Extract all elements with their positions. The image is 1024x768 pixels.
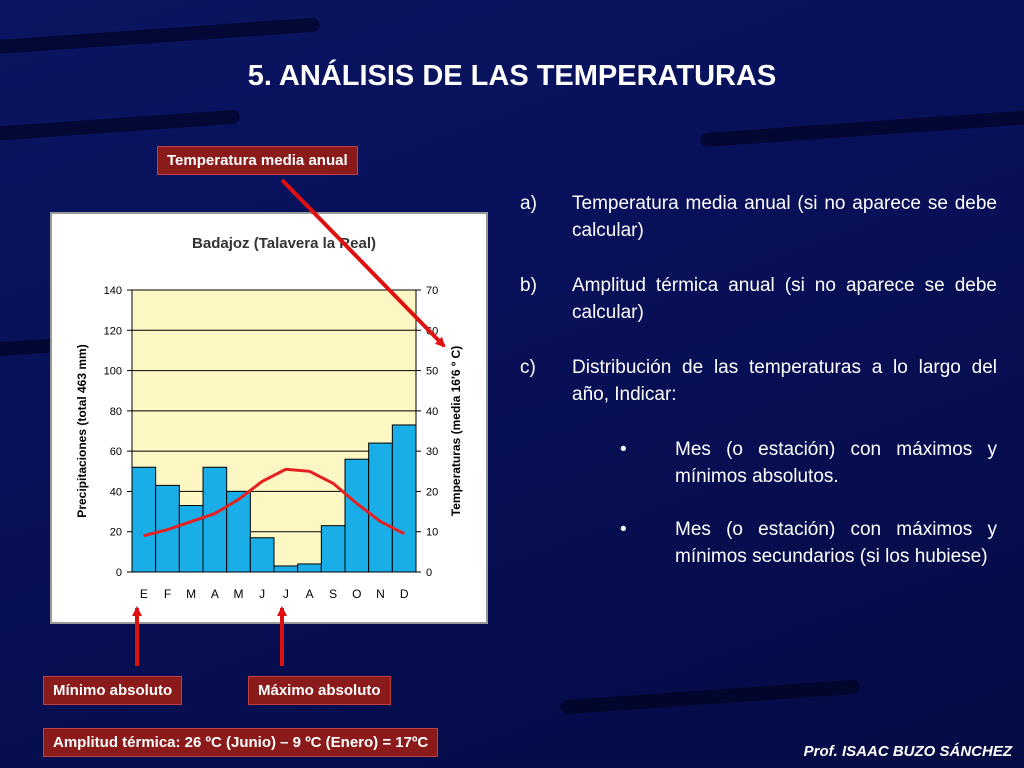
left-tick-label: 120: [104, 325, 122, 337]
left-tick-label: 80: [110, 406, 122, 418]
max-abs-label: Máximo absoluto: [248, 676, 391, 705]
background-streak: [559, 679, 861, 715]
x-tick-label: E: [140, 587, 148, 601]
background-streak: [0, 17, 321, 57]
x-tick-label: D: [400, 587, 409, 601]
x-tick-label: S: [329, 587, 337, 601]
temperature-line: [143, 467, 405, 538]
temperature-point: [332, 482, 334, 484]
right-tick-label: 50: [426, 366, 438, 378]
sublist-item-text: Mes (o estación) con máximos y mínimos s…: [675, 519, 997, 567]
precip-bar: [131, 466, 157, 573]
sublist-item-text: Mes (o estación) con máximos y mínimos a…: [675, 439, 997, 487]
right-axis-title: Temperaturas (media 16'6 º C): [449, 346, 463, 516]
left-tick-label: 40: [110, 486, 122, 498]
x-tick-label: N: [376, 587, 385, 601]
sublist-item: • Mes (o estación) con máximos y mínimos…: [520, 516, 997, 570]
x-tick-label: J: [283, 587, 289, 601]
temperature-point: [285, 468, 287, 470]
x-tick-label: M: [186, 587, 196, 601]
left-tick-label: 140: [104, 285, 122, 297]
temperature-point: [403, 533, 405, 535]
temperature-point: [356, 503, 358, 505]
min-abs-label: Mínimo absoluto: [43, 676, 183, 705]
right-tick-label: 70: [426, 285, 438, 297]
right-tick-label: 10: [426, 527, 438, 539]
temperature-point: [380, 521, 381, 523]
temperature-point: [238, 498, 239, 500]
temperature-point: [190, 521, 192, 523]
precip-bar: [344, 458, 370, 573]
slide-title: 5. ANÁLISIS DE LAS TEMPERATURAS: [247, 60, 777, 92]
precip-bar: [249, 537, 275, 573]
x-tick-label: A: [211, 587, 219, 601]
list-marker: c): [520, 357, 536, 378]
left-tick-label: 60: [110, 446, 122, 458]
bullet-marker: •: [620, 519, 627, 540]
precip-bar: [297, 563, 322, 573]
list-item: a) Temperatura media anual (si no aparec…: [520, 190, 997, 244]
list-item: b) Amplitud térmica anual (si no aparece…: [520, 272, 997, 326]
list-item-text: Distribución de las temperaturas a lo la…: [572, 357, 997, 405]
climate-chart: Badajoz (Talavera la Real) 0 20 40 60 80 100 12…: [50, 212, 488, 624]
list-item: c) Distribución de las temperaturas a lo…: [520, 354, 997, 408]
bullet-marker: •: [620, 439, 627, 460]
list-marker: b): [520, 275, 537, 296]
precip-bar: [320, 525, 346, 573]
analysis-list: a) Temperatura media anual (si no aparec…: [520, 190, 997, 596]
temperature-point: [214, 513, 216, 515]
x-tick-label: J: [259, 587, 265, 601]
precip-bar: [273, 565, 299, 573]
list-item-text: Temperatura media anual (si no aparece s…: [572, 193, 997, 241]
author-credit: Prof. ISAAC BUZO SÁNCHEZ: [803, 743, 1012, 760]
precip-bar: [391, 424, 417, 573]
x-tick-label: F: [164, 587, 171, 601]
list-marker: a): [520, 193, 537, 214]
left-tick-label: 0: [116, 567, 122, 579]
right-tick-label: 40: [426, 406, 438, 418]
temperature-point: [143, 535, 145, 537]
temperature-point: [309, 470, 310, 472]
right-tick-label: 30: [426, 446, 438, 458]
x-tick-label: A: [305, 587, 313, 601]
chart-title: Badajoz (Talavera la Real): [192, 235, 376, 252]
precip-bar: [202, 466, 228, 573]
background-streak: [699, 106, 1024, 148]
mean-temp-label: Temperatura media anual: [157, 146, 358, 175]
right-tick-label: 60: [426, 325, 438, 337]
sublist-item: • Mes (o estación) con máximos y mínimos…: [520, 436, 997, 490]
list-item-text: Amplitud térmica anual (si no aparece se…: [572, 275, 997, 323]
background-streak: [0, 109, 241, 145]
right-tick-label: 0: [426, 567, 432, 579]
left-tick-label: 100: [104, 366, 122, 378]
x-tick-label: O: [352, 587, 361, 601]
temperature-point: [261, 480, 263, 482]
left-tick-label: 20: [110, 527, 122, 539]
temperature-point: [167, 529, 168, 531]
precip-bar: [178, 505, 204, 573]
precip-bar: [368, 442, 393, 573]
x-tick-label: M: [234, 587, 244, 601]
right-tick-label: 20: [426, 486, 438, 498]
left-axis-title: Precipitaciones (total 463 mm): [75, 344, 89, 517]
climate-chart-svg: Badajoz (Talavera la Real)02040608010012…: [75, 235, 463, 601]
amplitude-label: Amplitud térmica: 26 ºC (Junio) – 9 ºC (…: [43, 728, 439, 757]
